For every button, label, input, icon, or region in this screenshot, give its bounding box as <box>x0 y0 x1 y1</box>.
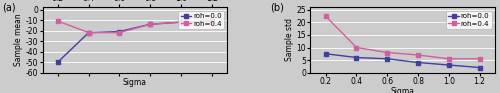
roh=0.4 <box>446 58 452 59</box>
Y-axis label: Sample std: Sample std <box>284 19 294 61</box>
Legend: roh=0.0, roh=0.4: roh=0.0, roh=0.4 <box>446 11 492 29</box>
roh=0.0 <box>354 57 360 58</box>
roh=0.4 <box>415 54 421 56</box>
roh=0.4 <box>476 58 482 59</box>
roh=0.4 <box>322 16 328 17</box>
roh=0.0 <box>322 53 328 54</box>
Legend: roh=0.0, roh=0.4: roh=0.0, roh=0.4 <box>178 11 224 29</box>
Line: roh=0.0: roh=0.0 <box>56 19 214 64</box>
Text: (a): (a) <box>2 2 16 12</box>
roh=0.4 <box>147 24 153 25</box>
roh=0.0 <box>178 22 184 23</box>
roh=0.0 <box>476 67 482 68</box>
roh=0.0 <box>209 21 215 22</box>
X-axis label: Sigma: Sigma <box>390 87 414 93</box>
roh=0.0 <box>446 64 452 66</box>
roh=0.0 <box>384 58 390 59</box>
roh=0.4 <box>116 32 122 33</box>
roh=0.0 <box>55 61 61 63</box>
roh=0.0 <box>86 32 91 33</box>
Line: roh=0.0: roh=0.0 <box>324 52 482 70</box>
roh=0.4 <box>86 32 91 33</box>
roh=0.4 <box>55 21 61 22</box>
Y-axis label: Sample mean: Sample mean <box>14 14 23 66</box>
roh=0.0 <box>415 62 421 63</box>
roh=0.0 <box>116 31 122 32</box>
X-axis label: Sigma: Sigma <box>123 78 147 87</box>
Text: (b): (b) <box>270 2 283 12</box>
roh=0.4 <box>384 52 390 53</box>
roh=0.4 <box>354 47 360 48</box>
roh=0.0 <box>147 24 153 25</box>
Line: roh=0.4: roh=0.4 <box>56 19 214 35</box>
roh=0.4 <box>209 21 215 22</box>
roh=0.4 <box>178 22 184 23</box>
Line: roh=0.4: roh=0.4 <box>324 14 482 61</box>
